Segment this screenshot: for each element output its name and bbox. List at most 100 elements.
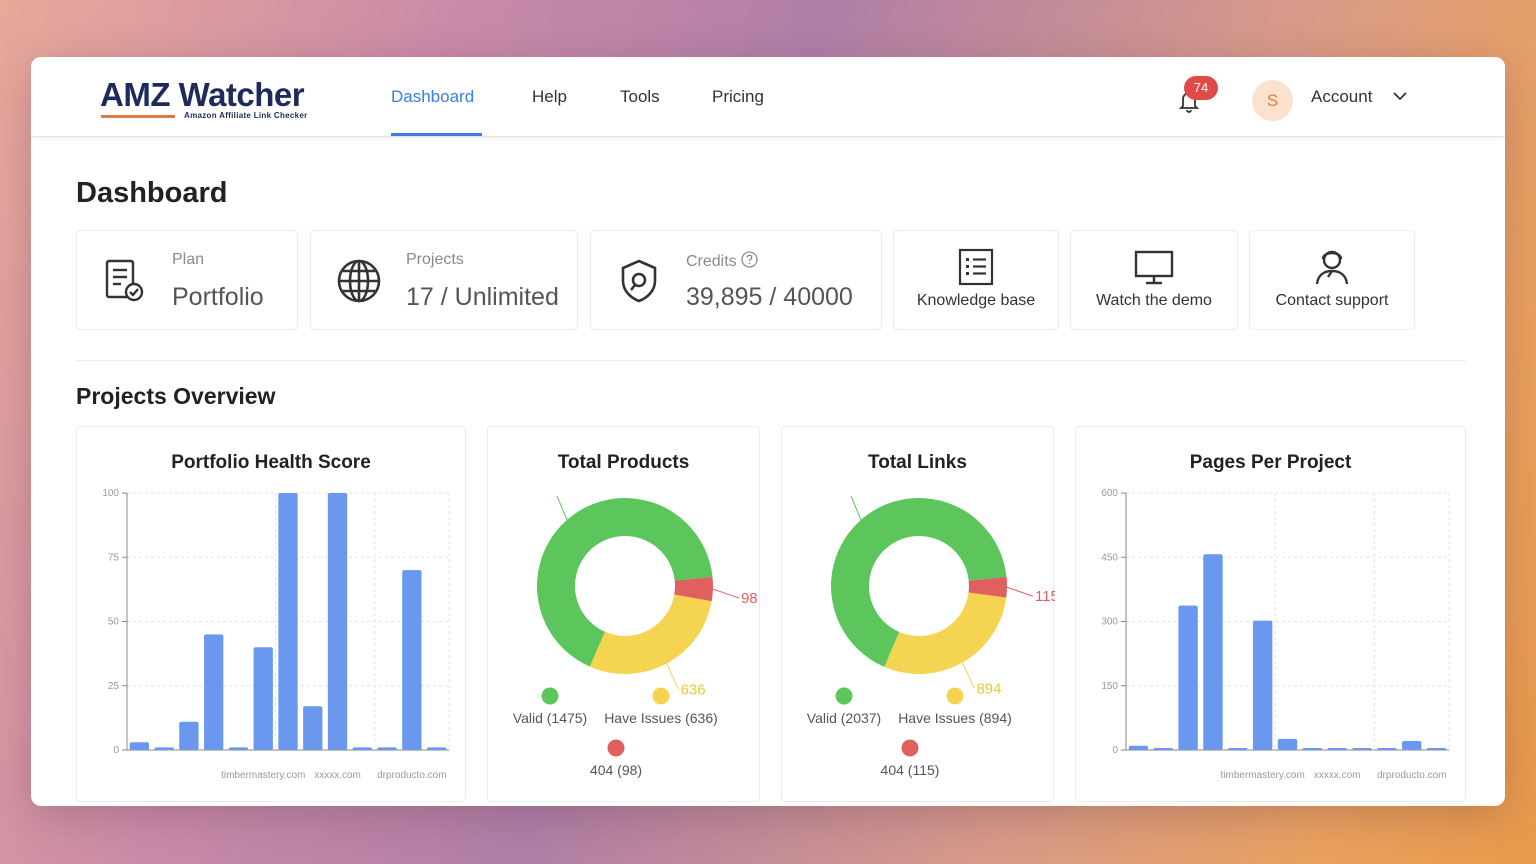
bar (303, 706, 323, 750)
y-tick-label: 75 (108, 552, 120, 563)
total-links-chart: 115 894 Valid (2037) Have Issues (894) 404 (… (807, 495, 1055, 778)
bar (1327, 748, 1347, 750)
donut-slice (884, 592, 1007, 674)
globe-icon (337, 259, 381, 303)
legend-label: Valid (2037) (807, 710, 881, 726)
bar (179, 721, 199, 750)
chart-title: Pages Per Project (1189, 452, 1352, 473)
bar (278, 493, 298, 750)
leader-line (1006, 586, 1034, 597)
plan-card: Plan Portfolio (76, 230, 298, 330)
total-products-panel: Total Products 98 636 Valid (1475) Have Iss… (487, 426, 760, 802)
projects-card: Projects 17 / Unlimited (310, 230, 578, 330)
logo-subtitle: Amazon Affiliate Link Checker (184, 111, 308, 120)
logo-underline (101, 115, 175, 118)
bar (1377, 748, 1397, 750)
bar (129, 742, 150, 750)
credits-value: 39,895 / 40000 (686, 283, 853, 311)
chevron-down-icon[interactable] (1392, 88, 1408, 104)
total-products-chart: 98 636 Valid (1475) Have Issues (636) 404 (9… (513, 495, 758, 778)
nav-tools[interactable]: Tools (620, 87, 660, 106)
y-tick-label: 0 (1112, 745, 1118, 756)
leader-line (666, 663, 680, 690)
legend-label: 404 (98) (590, 762, 642, 778)
x-tick-label: drproducto.com (377, 770, 446, 781)
section-divider (76, 360, 1466, 361)
x-tick-label: drproducto.com (1377, 770, 1446, 781)
nav-pricing[interactable]: Pricing (712, 87, 764, 106)
nav-help[interactable]: Help (532, 87, 567, 106)
question-circle-icon[interactable] (741, 251, 758, 268)
bar (426, 747, 447, 750)
shield-search-icon (621, 259, 657, 303)
projects-value: 17 / Unlimited (406, 283, 559, 311)
watch-demo-label: Watch the demo (1096, 292, 1212, 309)
health-score-chart: 0 25 50 75 100 timbermastery.com xxxxx.com drpr… (102, 488, 450, 781)
legend-dot (607, 739, 625, 757)
watch-demo-card[interactable]: Watch the demo (1070, 230, 1238, 330)
bar (204, 634, 224, 750)
legend-label: 404 (115) (881, 762, 940, 778)
notification-badge: 74 (1184, 76, 1218, 100)
y-tick-label: 150 (1101, 681, 1118, 692)
contact-support-label: Contact support (1275, 292, 1389, 309)
logo[interactable]: AMZ Watcher Amazon Affiliate Link Checke… (100, 75, 340, 123)
contact-support-card[interactable]: Contact support (1249, 230, 1415, 330)
y-tick-label: 0 (113, 745, 119, 756)
avatar[interactable]: S (1252, 80, 1293, 121)
pages-per-project-panel: Pages Per Project 0 150 300 450 600 timbermas… (1075, 426, 1466, 802)
nav-active-underline (391, 133, 482, 136)
data-label: 894 (976, 681, 1001, 698)
donut-slice (674, 576, 713, 602)
y-tick-label: 25 (108, 681, 120, 692)
page-title: Dashboard (76, 177, 228, 209)
y-tick-label: 300 (1101, 617, 1118, 628)
knowledge-base-card[interactable]: Knowledge base (893, 230, 1059, 330)
y-tick-label: 50 (108, 617, 120, 628)
bar (377, 747, 397, 750)
bar (1302, 748, 1323, 750)
plan-value: Portfolio (172, 283, 264, 311)
bar (1252, 620, 1273, 750)
credits-card: Credits 39,895 / 40000 (590, 230, 882, 330)
leader-line (712, 588, 740, 599)
chart-title: Total Products (557, 452, 690, 473)
data-label: 636 (681, 682, 706, 699)
bar (154, 747, 174, 750)
legend-dot (901, 739, 919, 757)
x-tick-label: timbermastery.com (221, 770, 305, 781)
x-tick-label: timbermastery.com (1221, 770, 1305, 781)
y-tick-label: 450 (1101, 552, 1118, 563)
plan-label: Plan (172, 251, 205, 268)
logo-title: AMZ Watcher (100, 76, 305, 113)
data-label: 98 (741, 590, 758, 607)
leader-line (961, 662, 975, 689)
bar (228, 747, 249, 750)
health-score-panel: Portfolio Health Score 0 25 50 75 100 timberm… (76, 426, 466, 802)
bar (1426, 748, 1447, 750)
bar (1228, 748, 1248, 750)
nav-dashboard[interactable]: Dashboard (391, 87, 475, 106)
legend-dot (541, 687, 559, 705)
x-tick-label: xxxxx.com (1314, 770, 1361, 781)
x-tick-label: xxxxx.com (314, 770, 361, 781)
app-window: AMZ Watcher Amazon Affiliate Link Checke… (31, 57, 1505, 806)
legend-label: Have Issues (636) (604, 710, 718, 726)
chart-title: Total Links (868, 452, 967, 473)
leader-line (850, 495, 862, 521)
bar (1402, 741, 1422, 750)
chart-title: Portfolio Health Score (171, 452, 371, 473)
legend-label: Have Issues (894) (898, 710, 1012, 726)
data-label: 115 (1035, 588, 1055, 605)
legend-dot (652, 687, 670, 705)
donut-slice (589, 594, 712, 674)
credits-label: Credits (686, 253, 737, 270)
bar (1352, 748, 1372, 750)
legend-dot (946, 687, 964, 705)
total-links-panel: Total Links 115 894 Valid (2037) Have Issue… (781, 426, 1055, 802)
legend-dot (835, 687, 853, 705)
account-menu[interactable]: Account (1311, 87, 1373, 106)
bar (352, 747, 372, 750)
pages-per-project-chart: 0 150 300 450 600 timbermastery.com xxxxx.com d… (1101, 488, 1450, 781)
list-document-icon (958, 248, 994, 286)
